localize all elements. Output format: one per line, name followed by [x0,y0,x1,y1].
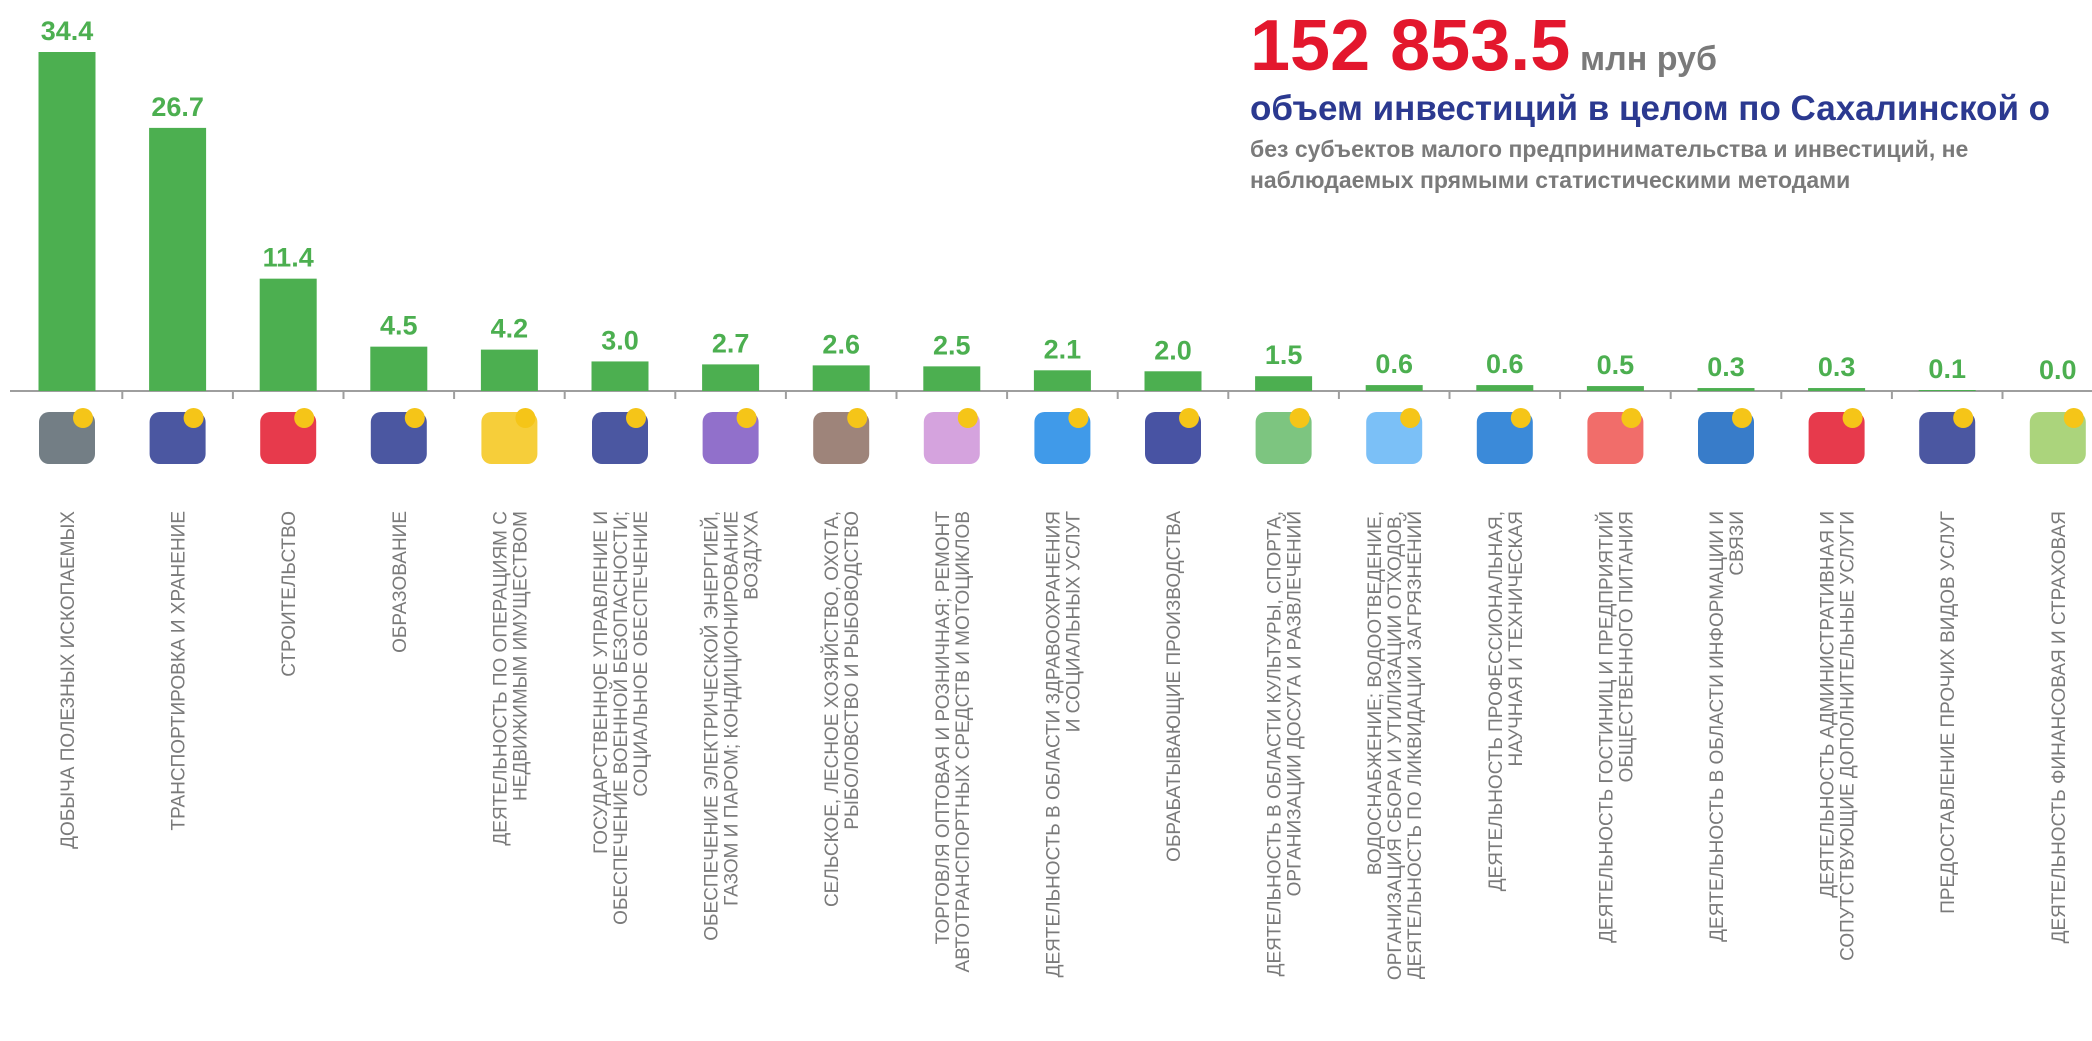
note-line: без субъектов малого предпринимательства… [1250,136,1968,162]
category-icon-accent [1621,408,1641,428]
value-label: 0.3 [1818,352,1856,382]
value-label: 11.4 [263,243,314,273]
x-tick-label: ОБЕСПЕЧЕНИЕ ЭЛЕКТРИЧЕСКОЙ ЭНЕРГИЕЙ,ГАЗОМ… [701,511,763,941]
x-tick-label: ОБРАЗОВАНИЕ [390,511,411,653]
bar [1919,390,1976,391]
value-label: 0.6 [1486,349,1524,379]
category-icon-accent [405,408,425,428]
bar [370,347,427,391]
bar [702,364,759,391]
value-label: 0.3 [1707,352,1745,382]
x-tick-label: ОБРАБАТЫВАЮЩИЕ ПРОИЗВОДСТВА [1164,511,1185,862]
x-tick-label: СТРОИТЕЛЬСТВО [279,511,300,677]
bar [260,279,317,391]
category-icon-accent [626,408,646,428]
page: 152 853.5 млн руб объем инвестиций в цел… [0,0,2092,1041]
bar [592,361,649,391]
x-tick-label: ТРАНСПОРТИРОВКА И ХРАНЕНИЕ [169,511,190,831]
category-icon-accent [847,408,867,428]
category-icon-accent [1511,408,1531,428]
category-icon-accent [737,408,757,428]
x-tick-label: ДЕЯТЕЛЬНОСТЬ ПО ОПЕРАЦИЯМ СНЕДВИЖИМЫМ ИМ… [490,511,531,846]
value-label: 2.7 [712,328,750,358]
x-tick-label: ДЕЯТЕЛЬНОСТЬ В ОБЛАСТИ ЗДРАВООХРАНЕНИЯИ … [1043,511,1084,977]
x-tick-label: ДЕЯТЕЛЬНОСТЬ ГОСТИНИЦ И ПРЕДПРИЯТИЙОБЩЕС… [1595,511,1637,943]
bar [149,128,206,391]
value-label: 3.0 [601,325,639,355]
category-icon-accent [1953,408,1973,428]
value-label: 4.5 [380,311,418,341]
note-line: наблюдаемых прямыми статистическими мето… [1250,167,1850,193]
x-tick-label: ПРЕДОСТАВЛЕНИЕ ПРОЧИХ ВИДОВ УСЛУГ [1938,511,1959,914]
x-tick-label: ДЕЯТЕЛЬНОСТЬ В ОБЛАСТИ КУЛЬТУРЫ, СПОРТА,… [1265,511,1306,976]
x-tick-label: СЕЛЬСКОЕ, ЛЕСНОЕ ХОЗЯЙСТВО, ОХОТА,РЫБОЛО… [821,511,863,907]
category-icon-accent [1179,408,1199,428]
bar [923,366,980,391]
category-icon-accent [1068,408,1088,428]
bar [1808,388,1865,391]
bar [39,52,96,391]
x-tick-label: ДОБЫЧА ПОЛЕЗНЫХ ИСКОПАЕМЫХ [58,511,79,849]
category-icon-accent [294,408,314,428]
x-tick-label: ДЕЯТЕЛЬНОСТЬ ПРОФЕССИОНАЛЬНАЯ,НАУЧНАЯ И … [1486,511,1527,891]
bar [1476,385,1533,391]
headline: объем инвестиций в целом по Сахалинской … [1250,89,2050,128]
value-label: 2.5 [933,330,971,360]
value-label: 2.0 [1154,335,1192,365]
category-icon-accent [1290,408,1310,428]
value-label: 26.7 [151,92,204,122]
bar [481,350,538,391]
category-icon-accent [958,408,978,428]
bar [1698,388,1755,391]
bar [813,365,870,391]
bar [1366,385,1423,391]
bar [1034,370,1091,391]
x-tick-label: ГОСУДАРСТВЕННОЕ УПРАВЛЕНИЕ ИОБЕСПЕЧЕНИЕ … [591,511,652,925]
bar [1145,371,1202,391]
category-icon-accent [515,408,535,428]
total-unit: млн руб [1580,40,1717,78]
category-icon-accent [2064,408,2084,428]
value-label: 0.5 [1597,350,1635,380]
bar [1255,376,1312,391]
total-value: 152 853.5 [1250,6,1570,86]
x-tick-label: ТОРГОВЛЯ ОПТОВАЯ И РОЗНИЧНАЯ; РЕМОНТАВТО… [933,511,974,973]
category-icon-accent [1843,408,1863,428]
value-label: 0.1 [1928,354,1966,384]
x-tick-label: ДЕЯТЕЛЬНОСТЬ В ОБЛАСТИ ИНФОРМАЦИИ ИСВЯЗИ [1707,511,1748,942]
chart: 152 853.5 млн руб объем инвестиций в цел… [0,0,2092,1041]
value-label: 0.0 [2039,355,2077,385]
value-label: 2.6 [822,329,860,359]
category-icon-accent [1400,408,1420,428]
value-label: 1.5 [1265,340,1303,370]
x-tick-label: ВОДОСНАБЖЕНИЕ; ВОДООТВЕДЕНИЕ,ОРГАНИЗАЦИЯ… [1365,511,1426,980]
x-tick-label: ДЕЯТЕЛЬНОСТЬ ФИНАНСОВАЯ И СТРАХОВАЯ [2049,511,2070,943]
category-icon-accent [1732,408,1752,428]
value-label: 2.1 [1044,334,1082,364]
category-icon-accent [184,408,204,428]
bar [1587,386,1644,391]
category-icon-accent [73,408,93,428]
value-label: 0.6 [1375,349,1413,379]
value-label: 4.2 [491,314,529,344]
value-label: 34.4 [41,16,94,46]
x-tick-label: ДЕЯТЕЛЬНОСТЬ АДМИНИСТРАТИВНАЯ ИСОПУТСТВУ… [1818,511,1859,961]
